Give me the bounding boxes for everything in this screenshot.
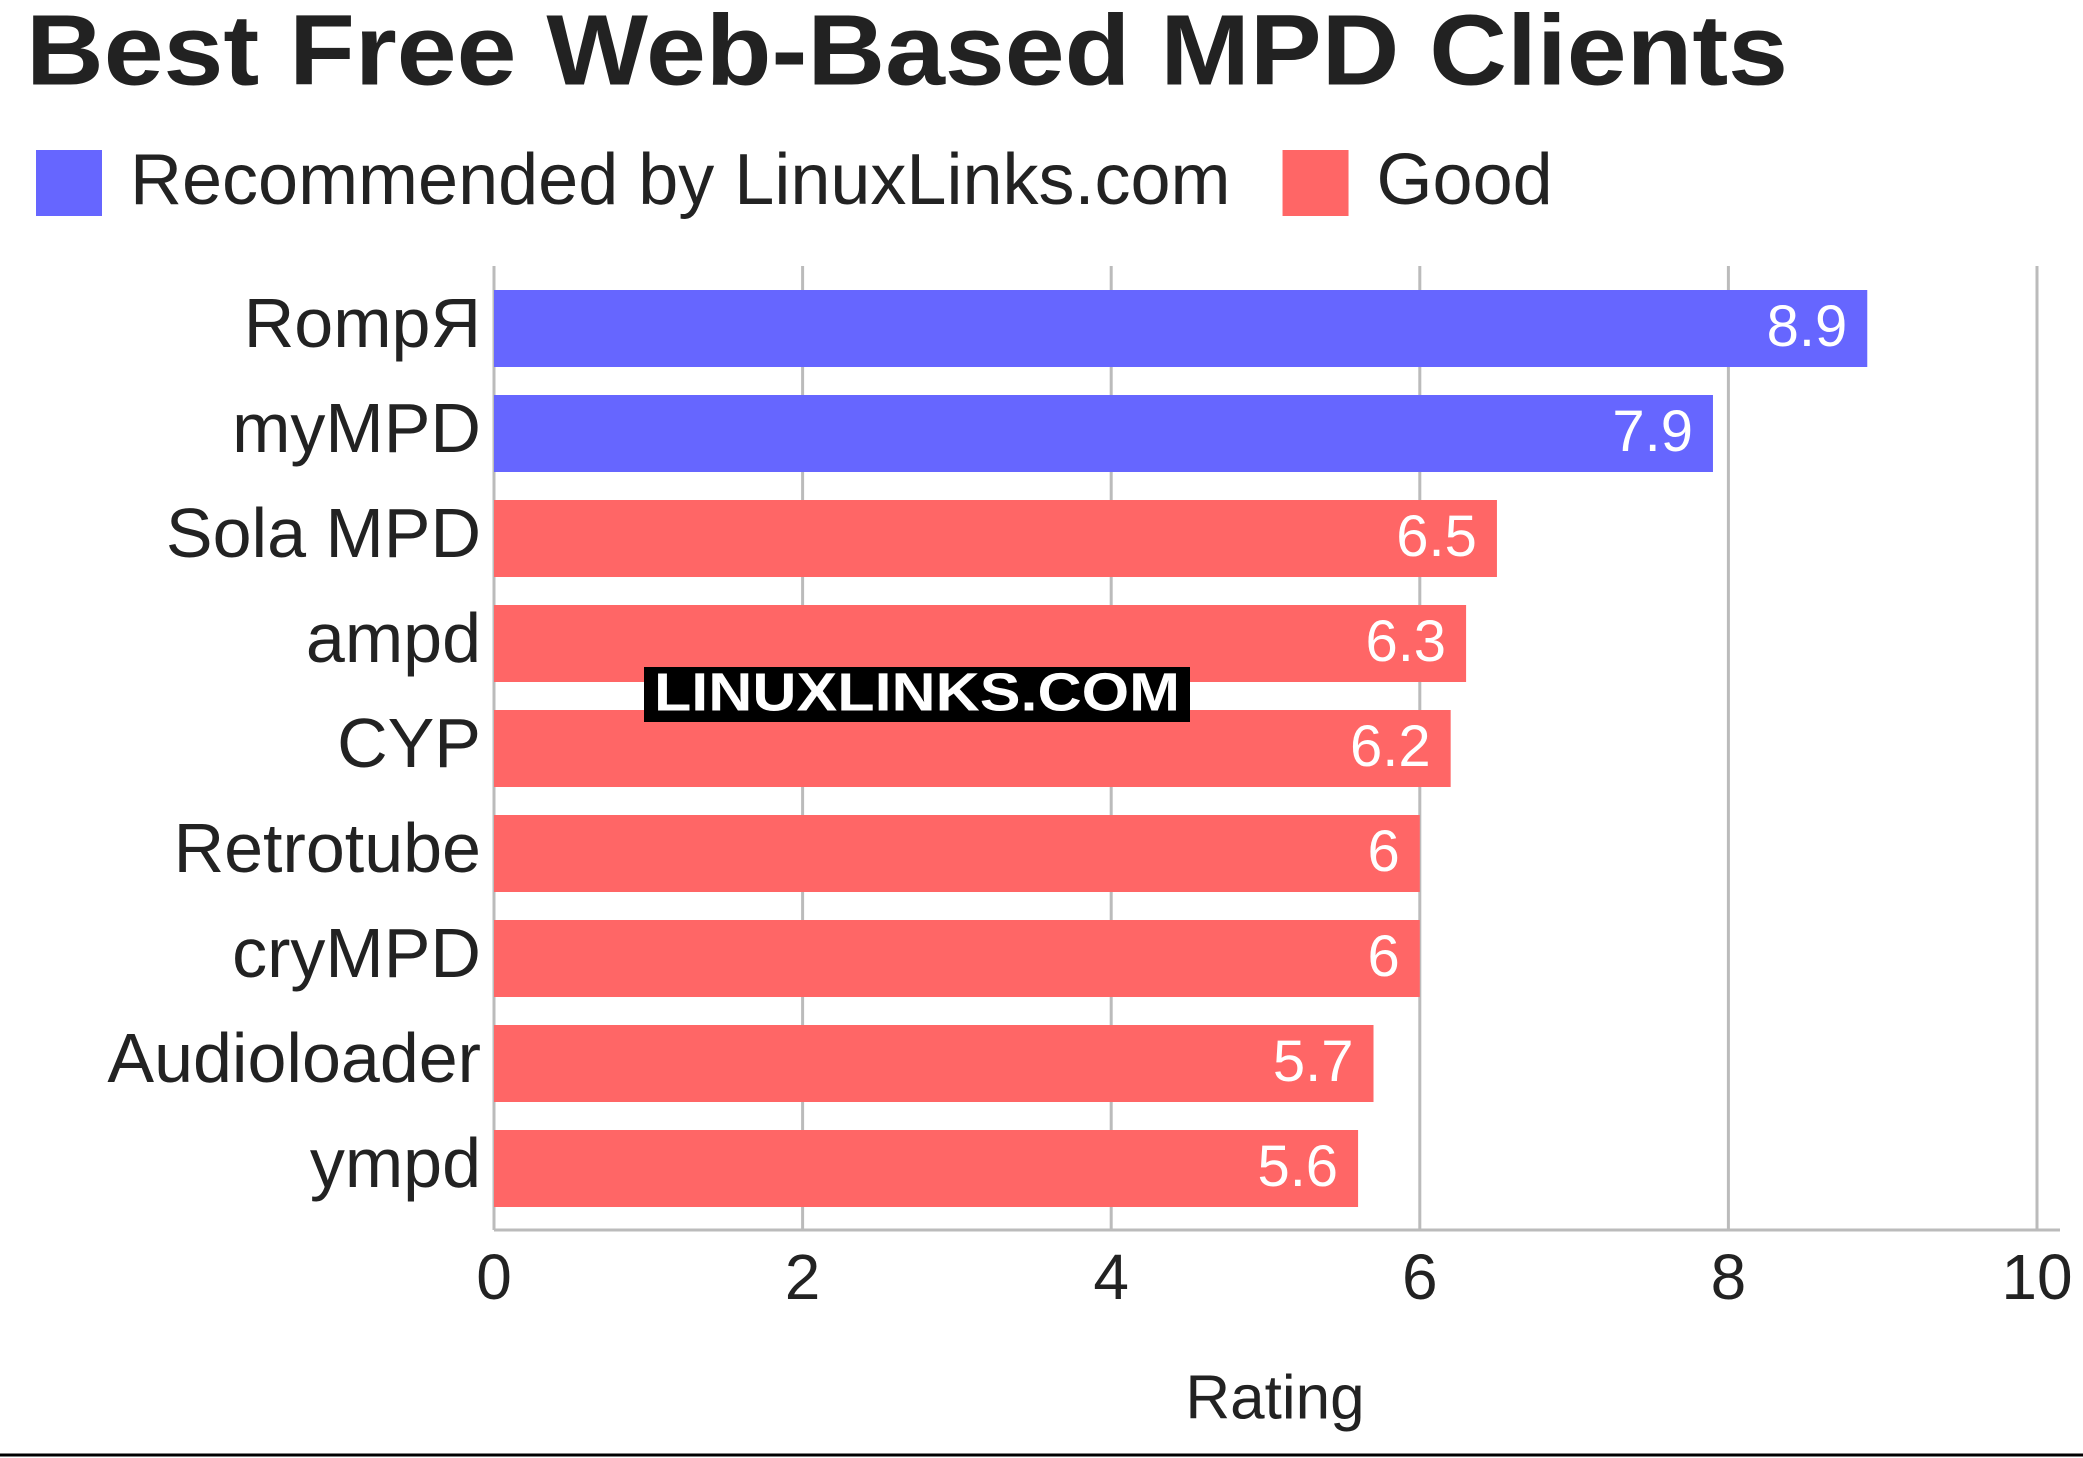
legend-swatch (36, 150, 102, 216)
bar (494, 1130, 1359, 1207)
bar (494, 1025, 1374, 1102)
watermark: LINUXLINKS.COM (654, 662, 1180, 722)
y-tick-label: myMPD (232, 389, 481, 467)
bar (494, 815, 1420, 892)
y-tick-label: ampd (306, 599, 481, 677)
value-label: 6.5 (1396, 504, 1477, 569)
x-tick-label: 10 (2001, 1241, 2072, 1313)
y-tick-label: Sola MPD (166, 494, 481, 572)
bar (494, 920, 1420, 997)
y-tick-label: Audioloader (107, 1019, 481, 1097)
x-tick-label: 6 (1402, 1241, 1438, 1313)
x-tick-label: 0 (476, 1241, 512, 1313)
x-axis-label: Rating (1185, 1363, 1364, 1432)
y-tick-label: ympd (310, 1124, 481, 1202)
value-label: 6 (1368, 819, 1400, 884)
bar (494, 500, 1497, 577)
legend-label: Recommended by LinuxLinks.com (130, 140, 1231, 220)
value-label: 7.9 (1612, 399, 1693, 464)
value-label: 6.2 (1350, 714, 1431, 779)
x-tick-label: 2 (785, 1241, 821, 1313)
value-label: 5.7 (1273, 1029, 1354, 1094)
bar (494, 290, 1868, 367)
bar (494, 395, 1713, 472)
y-tick-label: RompЯ (244, 284, 481, 362)
value-label: 6.3 (1365, 609, 1446, 674)
bar (494, 710, 1451, 787)
x-tick-label: 4 (1093, 1241, 1129, 1313)
chart-title: Best Free Web-Based MPD Clients (26, 0, 1788, 106)
legend-swatch (1282, 150, 1349, 216)
y-tick-label: Retrotube (174, 809, 481, 887)
y-tick-label: cryMPD (232, 914, 481, 992)
x-tick-label: 8 (1711, 1241, 1747, 1313)
watermark-bg (644, 667, 1190, 722)
legend-label: Good (1377, 140, 1553, 220)
value-label: 6 (1368, 924, 1400, 989)
value-label: 8.9 (1767, 294, 1848, 359)
value-label: 5.6 (1257, 1134, 1338, 1199)
y-tick-label: CYP (337, 704, 481, 782)
